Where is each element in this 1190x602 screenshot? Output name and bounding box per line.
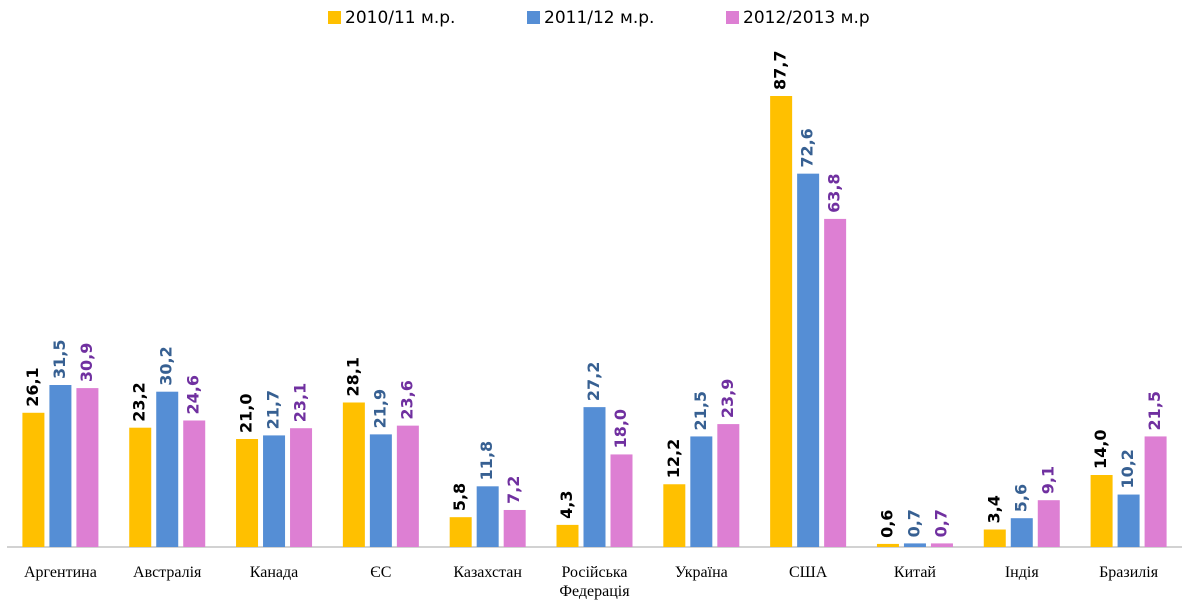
bar bbox=[770, 96, 793, 547]
bar bbox=[263, 435, 286, 547]
bar bbox=[129, 427, 152, 547]
legend-swatch bbox=[328, 11, 341, 24]
bar bbox=[449, 517, 472, 547]
bar bbox=[183, 420, 206, 547]
data-label: 5,8 bbox=[450, 483, 469, 511]
data-label: 21,5 bbox=[1145, 391, 1164, 430]
data-label: 23,2 bbox=[130, 382, 149, 421]
x-tick-label: Австралія bbox=[133, 564, 202, 581]
data-label: 31,5 bbox=[50, 340, 69, 379]
data-label: 4,3 bbox=[557, 491, 576, 519]
data-label: 21,5 bbox=[691, 391, 710, 430]
x-tick-label: США bbox=[788, 564, 828, 581]
bar bbox=[903, 543, 926, 547]
data-label: 9,1 bbox=[1038, 466, 1057, 494]
bar bbox=[583, 407, 606, 547]
legend-label: 2012/2013 м.р bbox=[743, 8, 870, 28]
legend-label: 2010/11 м.р. bbox=[345, 8, 455, 28]
bar bbox=[290, 428, 313, 547]
data-label: 28,1 bbox=[343, 357, 362, 396]
data-label: 21,7 bbox=[264, 390, 283, 429]
bar bbox=[236, 439, 259, 547]
bar bbox=[797, 173, 820, 547]
bar bbox=[1144, 436, 1167, 547]
x-tick-label: Індія bbox=[1004, 564, 1039, 581]
data-label: 18,0 bbox=[611, 409, 630, 448]
bar bbox=[476, 486, 499, 547]
data-label: 87,7 bbox=[771, 51, 790, 90]
bar bbox=[76, 388, 99, 547]
data-label: 14,0 bbox=[1091, 430, 1110, 469]
x-tick-label: Аргентина bbox=[24, 564, 97, 581]
bar bbox=[1117, 494, 1140, 547]
legend-swatch bbox=[726, 11, 739, 24]
bar bbox=[930, 543, 953, 547]
x-tick-label: Канада bbox=[249, 564, 299, 581]
bar bbox=[396, 425, 419, 547]
bar bbox=[49, 385, 72, 547]
data-label: 30,2 bbox=[157, 346, 176, 385]
data-label: 11,8 bbox=[477, 441, 496, 480]
data-label: 10,2 bbox=[1118, 449, 1137, 488]
bar bbox=[22, 412, 45, 547]
data-label: 27,2 bbox=[584, 362, 603, 401]
data-label: 21,0 bbox=[237, 394, 256, 433]
data-label: 24,6 bbox=[184, 375, 203, 414]
data-label: 5,6 bbox=[1011, 484, 1030, 512]
data-label: 0,7 bbox=[931, 509, 950, 537]
bar bbox=[690, 436, 713, 547]
data-label: 7,2 bbox=[504, 476, 523, 504]
bar bbox=[503, 509, 526, 547]
data-label: 26,1 bbox=[23, 367, 42, 406]
data-label: 72,6 bbox=[798, 128, 817, 167]
bar bbox=[1010, 518, 1033, 547]
bar bbox=[342, 402, 365, 547]
x-tick-label: Російська Федерація bbox=[559, 564, 630, 600]
bar bbox=[663, 484, 686, 547]
bar bbox=[610, 454, 633, 547]
data-label: 0,7 bbox=[904, 509, 923, 537]
legend-label: 2011/12 м.р. bbox=[544, 8, 654, 28]
x-tick-label: Бразилія bbox=[1099, 564, 1159, 581]
bar bbox=[824, 218, 847, 547]
data-label: 23,6 bbox=[397, 380, 416, 419]
data-label: 23,1 bbox=[291, 383, 310, 422]
bar bbox=[717, 424, 740, 547]
x-tick-label: Україна bbox=[674, 564, 728, 581]
data-label: 3,4 bbox=[984, 495, 1003, 523]
data-label: 0,6 bbox=[877, 510, 896, 538]
legend-swatch bbox=[527, 11, 540, 24]
bar bbox=[156, 391, 179, 547]
data-label: 30,9 bbox=[77, 343, 96, 382]
data-label: 12,2 bbox=[664, 439, 683, 478]
x-tick-label: Казахстан bbox=[453, 564, 522, 581]
data-label: 23,9 bbox=[718, 379, 737, 418]
bar bbox=[876, 543, 899, 547]
bar bbox=[369, 434, 392, 547]
bar bbox=[1037, 500, 1060, 547]
bar bbox=[1090, 475, 1113, 547]
data-label: 21,9 bbox=[370, 389, 389, 428]
data-label: 63,8 bbox=[825, 173, 844, 212]
x-tick-label: ЄС bbox=[370, 564, 392, 581]
bar bbox=[556, 524, 579, 547]
x-tick-label: Китай bbox=[893, 564, 936, 581]
bar bbox=[983, 529, 1006, 547]
